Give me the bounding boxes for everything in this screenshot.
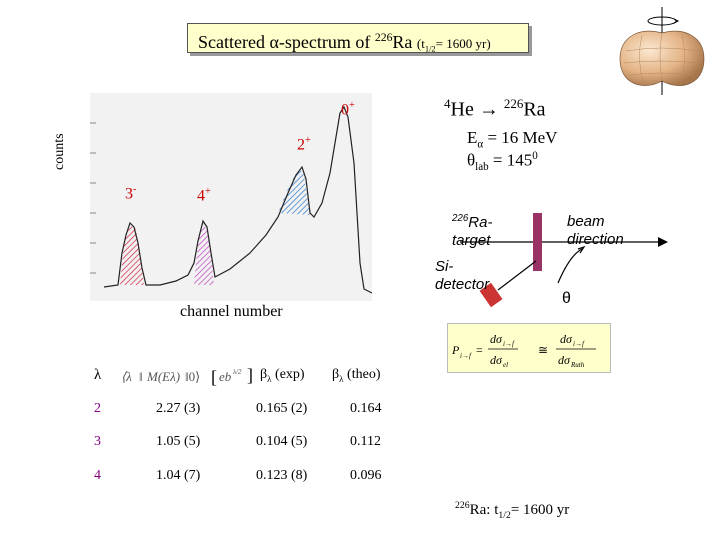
row-2-matrix: 2.27 (3)	[156, 401, 201, 416]
peak-2-fill	[278, 169, 310, 215]
footer-halflife: 226Ra: t1/2= 1600 yr	[455, 500, 570, 521]
svg-text:]: ]	[247, 365, 253, 385]
row-4-beta-exp: 0.123 (8)	[256, 468, 308, 483]
beam-arrow-head	[658, 237, 668, 247]
title-halflife: (t1/2= 1600 yr)	[416, 36, 491, 54]
row-3-matrix: 1.05 (5)	[156, 434, 201, 449]
svg-text:dσ: dσ	[490, 332, 503, 346]
svg-text:i→f: i→f	[460, 352, 472, 360]
matrix-element-symbol: ⟨λ ‖ M(Eλ) ‖0⟩ [ eb λ/2 ]	[117, 362, 257, 390]
spectrum-svg	[90, 105, 373, 294]
ylabel-counts: counts	[52, 133, 67, 170]
scattered-path	[497, 260, 537, 291]
setup-sketch	[460, 213, 668, 308]
spectrum-plot	[90, 93, 373, 301]
svg-text:‖0⟩: ‖0⟩	[185, 369, 200, 384]
svg-text:dσ: dσ	[558, 353, 571, 367]
title-main: Scattered α-spectrum of	[198, 32, 371, 52]
peak-label-3minus: 3-	[125, 184, 137, 203]
row-2-beta-theo: 0.164	[350, 401, 382, 416]
header-lambda: λ	[94, 367, 102, 383]
peak-label-2plus: 2+	[297, 135, 311, 154]
header-beta-theo: βλ (theo)	[332, 367, 381, 384]
row-2-lambda: 2	[94, 401, 101, 416]
svg-text:i→f: i→f	[503, 340, 515, 348]
svg-text:λ/2: λ/2	[232, 368, 242, 376]
row-3-beta-exp: 0.104 (5)	[256, 434, 308, 449]
deformed-nucleus-illustration	[619, 7, 705, 95]
theta-label: θ	[562, 290, 571, 307]
detector-label: Si- detector	[435, 258, 490, 293]
beam-energy: Eα = 16 MeV	[467, 128, 558, 151]
si-detector	[479, 282, 503, 308]
svg-text:=: =	[476, 343, 483, 357]
title-box: Scattered α-spectrum of 226Ra (t1/2= 160…	[187, 23, 529, 54]
svg-text:dσ: dσ	[560, 332, 573, 346]
row-2-beta-exp: 0.165 (2)	[256, 401, 308, 416]
svg-text:eb: eb	[219, 369, 232, 384]
svg-text:‖: ‖	[139, 369, 143, 384]
svg-text:dσ: dσ	[490, 353, 503, 367]
title-isotope-mass: 226	[374, 31, 393, 44]
svg-text:Ruth: Ruth	[570, 361, 585, 369]
svg-text:≅: ≅	[538, 343, 548, 357]
svg-text:⟨λ: ⟨λ	[121, 369, 132, 384]
header-beta-exp: βλ (exp)	[260, 367, 305, 384]
svg-text:M(Eλ): M(Eλ)	[146, 369, 180, 384]
svg-text:[: [	[211, 367, 217, 387]
svg-text:P: P	[451, 343, 460, 357]
row-3-beta-theo: 0.112	[350, 434, 381, 449]
matrix-element-svg: ⟨λ ‖ M(Eλ) ‖0⟩ [ eb λ/2 ]	[121, 365, 253, 387]
row-4-lambda: 4	[94, 468, 101, 483]
row-4-matrix: 1.04 (7)	[156, 468, 201, 483]
scattering-angle: θlab = 1450	[467, 150, 538, 174]
title-isotope: Ra	[392, 32, 413, 52]
row-3-lambda: 3	[94, 434, 101, 449]
angle-arc	[557, 248, 583, 284]
target-label: 226Ra- target	[452, 213, 493, 249]
xlabel-channel-number: channel number	[180, 303, 283, 320]
beam-direction-label: beam direction	[567, 213, 624, 248]
reaction-equation: 4He → 226Ra	[444, 96, 546, 121]
svg-text:el: el	[503, 361, 508, 369]
target-bar	[533, 213, 542, 271]
svg-text:i→f: i→f	[573, 340, 585, 348]
peak-3-fill	[120, 225, 144, 285]
row-4-beta-theo: 0.096	[350, 468, 382, 483]
peak-label-0plus: 0+	[341, 100, 355, 119]
peak-4-fill	[194, 223, 214, 285]
spectrum-line	[103, 105, 373, 294]
peak-label-4plus: 4+	[197, 186, 211, 205]
